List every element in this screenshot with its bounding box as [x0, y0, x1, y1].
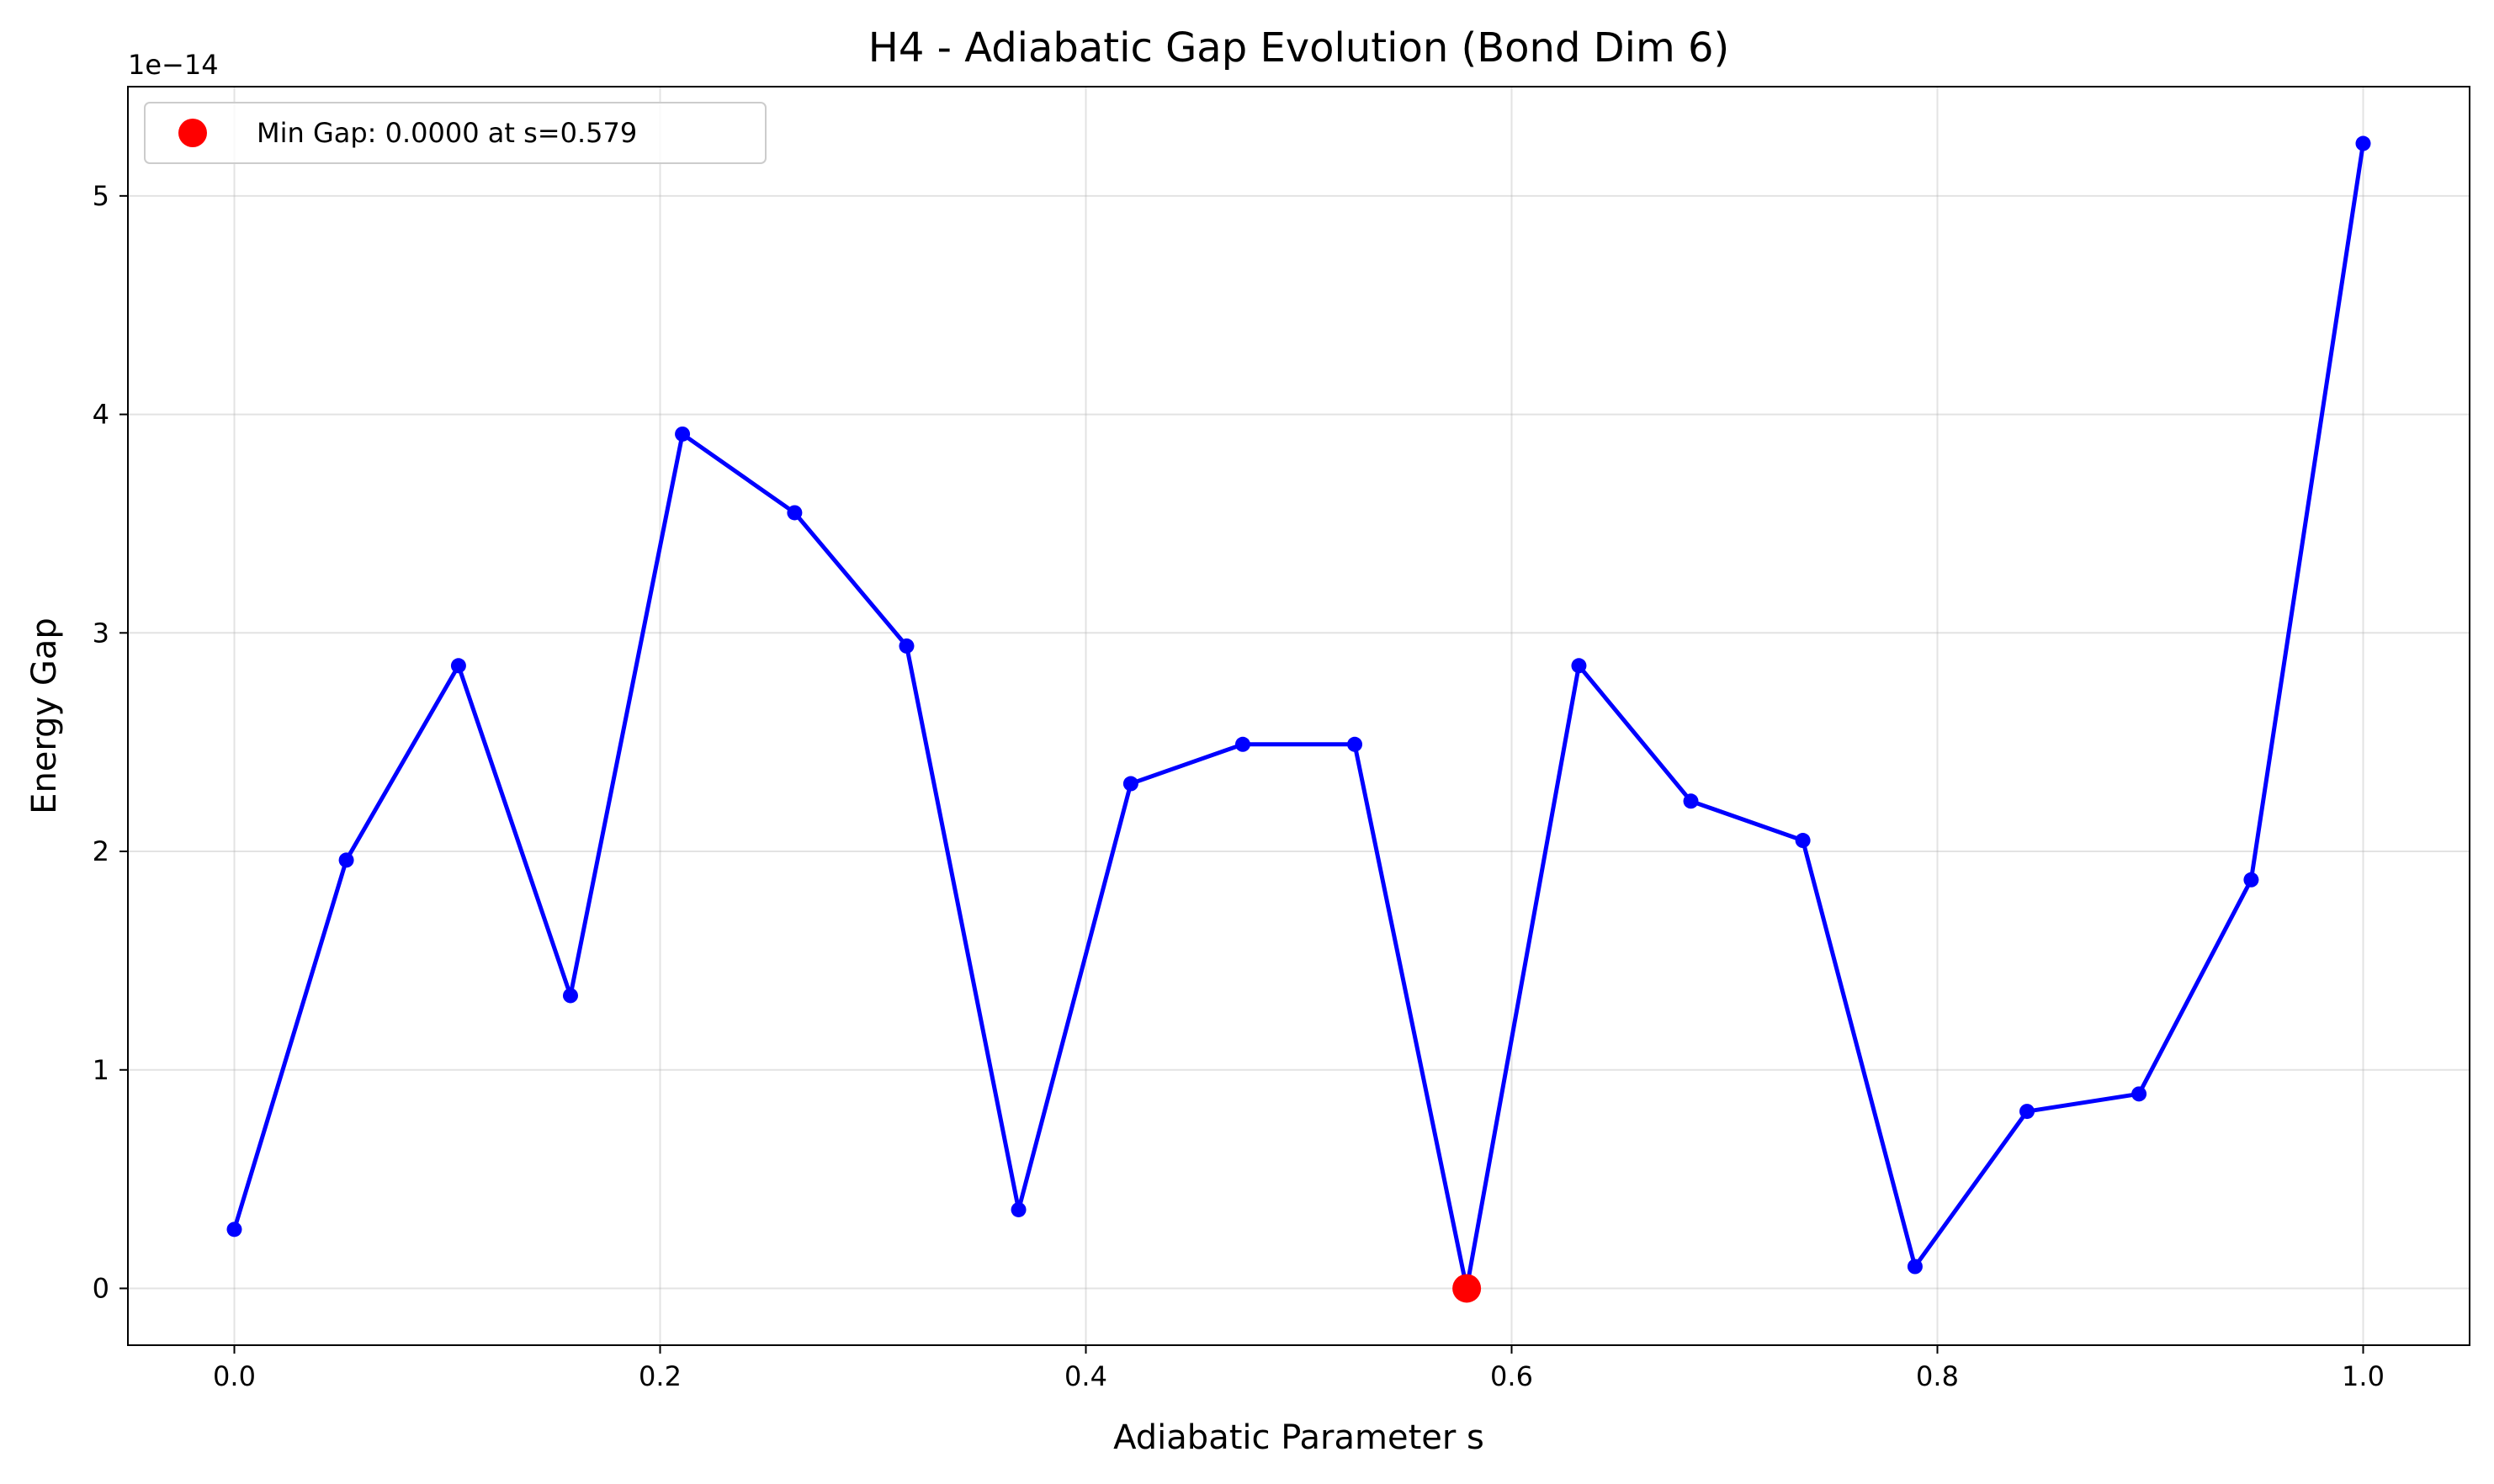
data-point [1683, 793, 1699, 809]
x-tick-label: 0.8 [1916, 1360, 1959, 1392]
tick-layer: 0.0 0.2 0.4 0.6 0.8 1.0 0 1 2 3 4 5 [93, 180, 2385, 1392]
annotation-layer [1452, 1274, 1482, 1303]
data-point [2019, 1104, 2035, 1120]
x-tick-label: 0.0 [213, 1360, 256, 1392]
y-tick-label: 1 [93, 1054, 109, 1086]
series-layer [226, 135, 2371, 1296]
data-point [1907, 1259, 1923, 1275]
data-point [675, 426, 691, 442]
x-axis-title: Adiabatic Parameter s [1113, 1418, 1484, 1457]
min-gap-marker [1452, 1274, 1482, 1303]
data-point [1234, 736, 1250, 752]
data-point [450, 658, 466, 674]
series-line [232, 141, 2365, 1291]
data-point [2355, 135, 2371, 151]
y-tick-label: 5 [93, 180, 109, 212]
y-axis-offset-text: 1e−14 [128, 49, 219, 81]
chart-title: H4 - Adiabatic Gap Evolution (Bond Dim 6… [868, 24, 1730, 72]
x-tick-label: 0.4 [1064, 1360, 1107, 1392]
data-point [899, 638, 915, 654]
legend-marker [178, 119, 207, 147]
data-point [226, 1222, 242, 1238]
data-point [1122, 776, 1138, 792]
x-tick-label: 0.6 [1490, 1360, 1533, 1392]
x-tick-label: 1.0 [2342, 1360, 2385, 1392]
data-point [562, 988, 578, 1004]
data-point [1011, 1201, 1027, 1217]
x-tick-label: 0.2 [639, 1360, 682, 1392]
y-tick-label: 4 [93, 399, 109, 431]
y-axis-title: Energy Gap [25, 617, 64, 814]
legend-box [144, 102, 767, 164]
data-point [787, 505, 803, 521]
y-tick-label: 0 [93, 1272, 109, 1304]
data-point [1795, 833, 1811, 849]
plot-frame [127, 86, 2470, 1346]
data-point [338, 852, 354, 868]
grid-layer [128, 87, 2470, 1345]
data-point [1347, 736, 1363, 752]
data-point [2131, 1086, 2147, 1102]
data-point [2243, 872, 2259, 888]
y-tick-label: 3 [93, 617, 109, 649]
y-tick-label: 2 [93, 835, 109, 867]
data-point [1571, 658, 1587, 674]
legend-label: Min Gap: 0.0000 at s=0.579 [257, 117, 637, 149]
legend: Min Gap: 0.0000 at s=0.579 [144, 102, 767, 164]
